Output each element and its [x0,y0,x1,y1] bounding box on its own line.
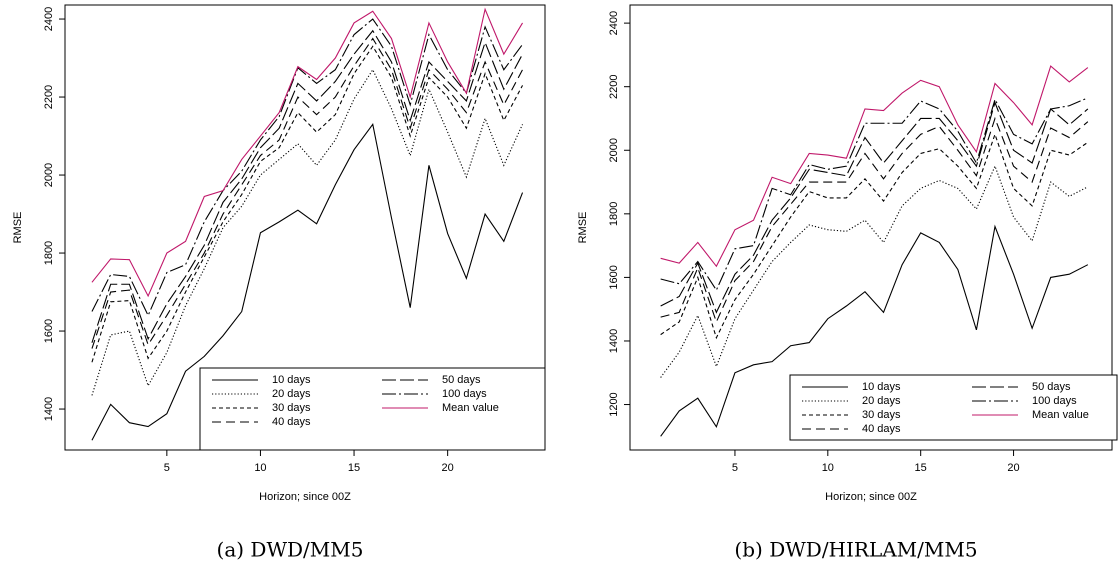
series-line [660,224,1089,437]
series-line [91,18,523,317]
series-line [91,7,524,298]
x-axis-label: Horizon; since 00Z [259,491,351,503]
y-tick-label: 1600 [608,265,620,289]
y-axis-label: RMSE [577,212,589,244]
legend-label: 10 days [272,374,311,386]
y-tick-label: 1400 [43,397,55,421]
series-line [91,123,524,441]
series-line [660,97,1089,292]
x-tick-label: 5 [732,462,738,474]
legend-label: 20 days [272,388,311,400]
series-line [660,100,1089,314]
caption: (b) DWD/HIRLAM/MM5 [734,538,977,562]
x-tick-label: 10 [254,462,266,474]
legend-label: 100 days [1032,395,1077,407]
legend-label: 40 days [862,423,901,435]
legend-label: 20 days [862,395,901,407]
series-line [91,45,524,363]
y-tick-label: 2400 [43,7,55,31]
y-tick-label: 1200 [608,392,620,416]
plot-frame [629,4,1113,451]
legend-label: 10 days [862,381,901,393]
x-axis-label: Horizon; since 00Z [825,491,917,503]
series-line [660,65,1089,268]
y-tick-label: 1800 [43,241,55,265]
y-tick-label: 1800 [608,202,620,226]
y-tick-label: 2200 [43,85,55,109]
x-tick-label: 15 [348,462,360,474]
y-tick-label: 2400 [608,11,620,35]
x-tick-label: 20 [442,462,454,474]
series-line [660,132,1089,340]
series-line [660,164,1089,378]
legend-label: 30 days [862,409,901,421]
legend-label: 50 days [442,374,481,386]
y-tick-label: 1600 [43,319,55,343]
y-tick-label: 2000 [43,163,55,187]
series-line [660,116,1089,324]
x-tick-label: 20 [1007,462,1019,474]
x-tick-label: 10 [822,462,834,474]
y-tick-label: 2000 [608,138,620,162]
legend-box [199,367,546,451]
legend-label: 40 days [272,416,311,428]
legend-label: 30 days [272,402,311,414]
legend-label: 100 days [442,388,487,400]
legend-label: Mean value [442,402,499,414]
y-axis-label: RMSE [12,212,24,244]
caption: (a) DWD/MM5 [217,538,364,562]
legend-label: Mean value [1032,409,1089,421]
series-line [91,29,524,343]
series-line [91,37,524,349]
x-tick-label: 5 [164,462,170,474]
y-tick-label: 1400 [608,329,620,353]
legend-label: 50 days [1032,381,1071,393]
x-tick-label: 15 [915,462,927,474]
y-tick-label: 2200 [608,74,620,98]
